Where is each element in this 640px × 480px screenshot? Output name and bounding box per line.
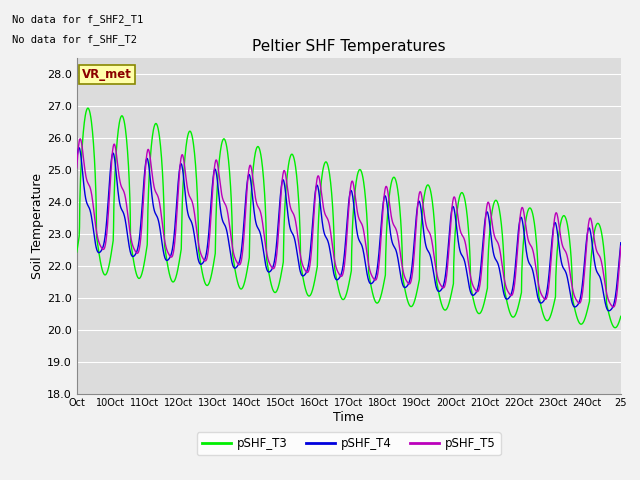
pSHF_T5 [617, 243, 625, 249]
Line: pSHF_T3: pSHF_T3 [77, 108, 621, 328]
pSHF_T5 [319, 203, 327, 208]
Line: pSHF_T4: pSHF_T4 [77, 148, 621, 311]
pSHF_T4 [605, 308, 612, 314]
Line: pSHF_T5: pSHF_T5 [77, 139, 621, 307]
pSHF_T3 [617, 313, 625, 319]
pSHF_T4 [76, 145, 83, 151]
pSHF_T5 [171, 242, 179, 248]
pSHF_T5 [351, 195, 359, 201]
Text: VR_met: VR_met [82, 68, 132, 81]
pSHF_T3 [582, 312, 590, 318]
Text: No data for f_SHF2_T1: No data for f_SHF2_T1 [12, 14, 143, 25]
pSHF_T4 [319, 225, 327, 231]
pSHF_T3 [351, 184, 359, 190]
pSHF_T3 [611, 325, 619, 331]
pSHF_T4 [171, 229, 179, 235]
pSHF_T5 [76, 136, 84, 142]
pSHF_T5 [83, 179, 91, 185]
pSHF_T5 [448, 204, 456, 210]
pSHF_T3 [83, 106, 91, 112]
pSHF_T3 [319, 166, 327, 172]
Legend: pSHF_T3, pSHF_T4, pSHF_T5: pSHF_T3, pSHF_T4, pSHF_T5 [197, 432, 500, 455]
X-axis label: Time: Time [333, 411, 364, 424]
pSHF_T4 [448, 205, 456, 211]
pSHF_T4 [73, 157, 81, 163]
pSHF_T5 [582, 248, 590, 253]
pSHF_T5 [73, 165, 81, 171]
pSHF_T3 [73, 249, 81, 255]
Text: No data for f_SHF_T2: No data for f_SHF_T2 [12, 34, 136, 45]
pSHF_T5 [609, 304, 617, 310]
Title: Peltier SHF Temperatures: Peltier SHF Temperatures [252, 39, 445, 54]
pSHF_T3 [171, 278, 179, 284]
pSHF_T4 [351, 217, 359, 223]
pSHF_T4 [83, 202, 91, 207]
Y-axis label: Soil Temperature: Soil Temperature [31, 173, 44, 278]
pSHF_T4 [617, 240, 625, 246]
pSHF_T4 [582, 241, 590, 247]
pSHF_T3 [84, 105, 92, 111]
pSHF_T3 [448, 288, 456, 293]
